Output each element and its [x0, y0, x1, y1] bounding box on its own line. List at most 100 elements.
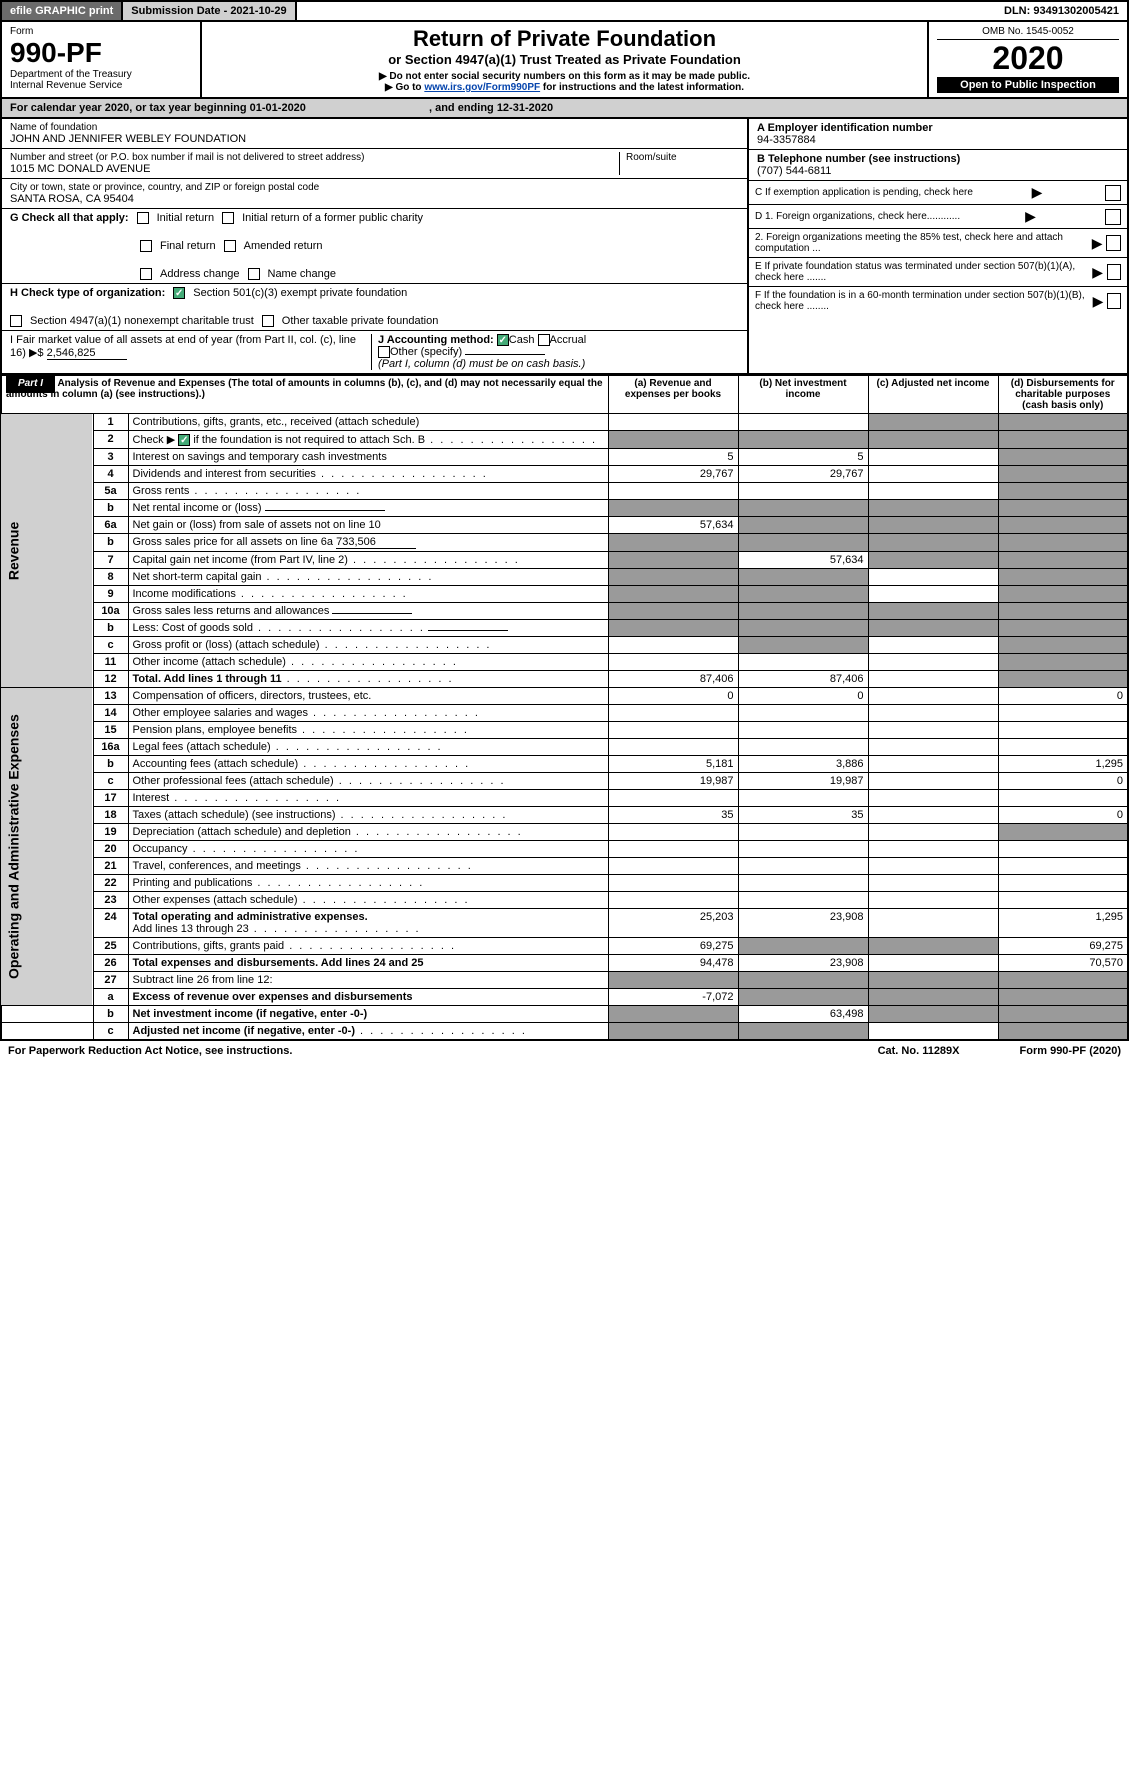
- r7-b: 57,634: [738, 552, 868, 569]
- r13-a: 0: [608, 688, 738, 705]
- r3-b: 5: [738, 449, 868, 466]
- r25-desc: Contributions, gifts, grants paid: [128, 938, 608, 955]
- r14-desc: Other employee salaries and wages: [128, 705, 608, 722]
- cb-initial[interactable]: [137, 212, 149, 224]
- cb-accrual[interactable]: [538, 334, 550, 346]
- cb-f[interactable]: [1107, 293, 1121, 309]
- open-public: Open to Public Inspection: [937, 77, 1119, 93]
- cb-schb[interactable]: [178, 434, 190, 446]
- efile-button[interactable]: efile GRAPHIC print: [2, 2, 123, 20]
- cb-other-tax[interactable]: [262, 315, 274, 327]
- footer: For Paperwork Reduction Act Notice, see …: [0, 1041, 1129, 1061]
- cat-no: Cat. No. 11289X: [878, 1045, 960, 1057]
- warn1: ▶ Do not enter social security numbers o…: [210, 71, 919, 82]
- omb: OMB No. 1545-0052: [937, 26, 1119, 40]
- cb-amended[interactable]: [224, 240, 236, 252]
- r7-desc: Capital gain net income (from Part IV, l…: [128, 552, 608, 569]
- r21-num: 21: [93, 858, 128, 875]
- r27a-a: -7,072: [608, 989, 738, 1006]
- pra-notice: For Paperwork Reduction Act Notice, see …: [8, 1045, 292, 1057]
- cb-initial-former[interactable]: [222, 212, 234, 224]
- irs: Internal Revenue Service: [10, 80, 192, 91]
- r16a-desc: Legal fees (attach schedule): [128, 739, 608, 756]
- warn2-pre: ▶ Go to: [385, 82, 424, 93]
- r16c-num: c: [93, 773, 128, 790]
- r13-d: 0: [998, 688, 1128, 705]
- name-label: Name of foundation: [10, 122, 739, 133]
- r12-b: 87,406: [738, 671, 868, 688]
- street-address: 1015 MC DONALD AVENUE: [10, 163, 619, 175]
- r2-desc: Check ▶ if the foundation is not require…: [128, 431, 608, 449]
- cb-other-method[interactable]: [378, 346, 390, 358]
- r22-num: 22: [93, 875, 128, 892]
- cb-e[interactable]: [1107, 264, 1121, 280]
- g-name: Name change: [268, 268, 337, 280]
- phone: (707) 544-6811: [757, 165, 831, 177]
- r8-num: 8: [93, 569, 128, 586]
- r13-b: 0: [738, 688, 868, 705]
- r19-desc: Depreciation (attach schedule) and deple…: [128, 824, 608, 841]
- cb-d1[interactable]: [1105, 209, 1121, 225]
- r1-num: 1: [93, 414, 128, 431]
- r16c-d: 0: [998, 773, 1128, 790]
- h-label: H Check type of organization:: [10, 287, 165, 299]
- cb-cash[interactable]: [497, 334, 509, 346]
- r26-b: 23,908: [738, 955, 868, 972]
- foundation-name: JOHN AND JENNIFER WEBLEY FOUNDATION: [10, 133, 739, 145]
- r27-desc: Subtract line 26 from line 12:: [128, 972, 608, 989]
- r16a-num: 16a: [93, 739, 128, 756]
- r21-desc: Travel, conferences, and meetings: [128, 858, 608, 875]
- r1-desc: Contributions, gifts, grants, etc., rece…: [128, 414, 608, 431]
- r10c-desc: Gross profit or (loss) (attach schedule): [128, 637, 608, 654]
- cb-501c3[interactable]: [173, 287, 185, 299]
- r16b-a: 5,181: [608, 756, 738, 773]
- j-label: J Accounting method:: [378, 334, 494, 346]
- r7-num: 7: [93, 552, 128, 569]
- r26-num: 26: [93, 955, 128, 972]
- r4-desc: Dividends and interest from securities: [128, 466, 608, 483]
- r26-desc: Total expenses and disbursements. Add li…: [128, 955, 608, 972]
- r27-num: 27: [93, 972, 128, 989]
- r14-num: 14: [93, 705, 128, 722]
- r25-a: 69,275: [608, 938, 738, 955]
- j-note: (Part I, column (d) must be on cash basi…: [378, 358, 585, 370]
- cb-d2[interactable]: [1106, 235, 1121, 251]
- f-label: F If the foundation is in a 60-month ter…: [755, 290, 1093, 312]
- cb-name-change[interactable]: [248, 268, 260, 280]
- r18-d: 0: [998, 807, 1128, 824]
- r6b-num: b: [93, 534, 128, 552]
- cb-addr-change[interactable]: [140, 268, 152, 280]
- r6b-val: 733,506: [336, 536, 416, 549]
- form-header: Form 990-PF Department of the Treasury I…: [0, 22, 1129, 99]
- r12-desc: Total. Add lines 1 through 11: [128, 671, 608, 688]
- irs-link[interactable]: www.irs.gov/Form990PF: [424, 82, 540, 93]
- r16b-num: b: [93, 756, 128, 773]
- r19-num: 19: [93, 824, 128, 841]
- r18-desc: Taxes (attach schedule) (see instruction…: [128, 807, 608, 824]
- r24-num: 24: [93, 909, 128, 938]
- r16c-a: 19,987: [608, 773, 738, 790]
- calendar-year-row: For calendar year 2020, or tax year begi…: [0, 99, 1129, 119]
- r5a-desc: Gross rents: [128, 483, 608, 500]
- city-label: City or town, state or province, country…: [10, 182, 739, 193]
- j-other: Other (specify): [390, 346, 462, 358]
- b-label: B Telephone number (see instructions): [757, 153, 960, 165]
- tax-year: 2020: [937, 40, 1119, 77]
- h-4947: Section 4947(a)(1) nonexempt charitable …: [30, 315, 254, 327]
- cb-c[interactable]: [1105, 185, 1121, 201]
- r27b-b: 63,498: [738, 1006, 868, 1023]
- form-number: 990-PF: [10, 37, 192, 69]
- g-addr: Address change: [160, 268, 240, 280]
- c-label: C If exemption application is pending, c…: [755, 187, 973, 198]
- top-bar: efile GRAPHIC print Submission Date - 20…: [0, 0, 1129, 22]
- r27a-desc: Excess of revenue over expenses and disb…: [128, 989, 608, 1006]
- revenue-label: Revenue: [1, 414, 93, 688]
- j-accrual: Accrual: [550, 334, 587, 346]
- r27a-num: a: [93, 989, 128, 1006]
- r24-b: 23,908: [738, 909, 868, 938]
- r16c-desc: Other professional fees (attach schedule…: [128, 773, 608, 790]
- r6a-desc: Net gain or (loss) from sale of assets n…: [128, 517, 608, 534]
- r16b-d: 1,295: [998, 756, 1128, 773]
- cb-final[interactable]: [140, 240, 152, 252]
- cb-4947[interactable]: [10, 315, 22, 327]
